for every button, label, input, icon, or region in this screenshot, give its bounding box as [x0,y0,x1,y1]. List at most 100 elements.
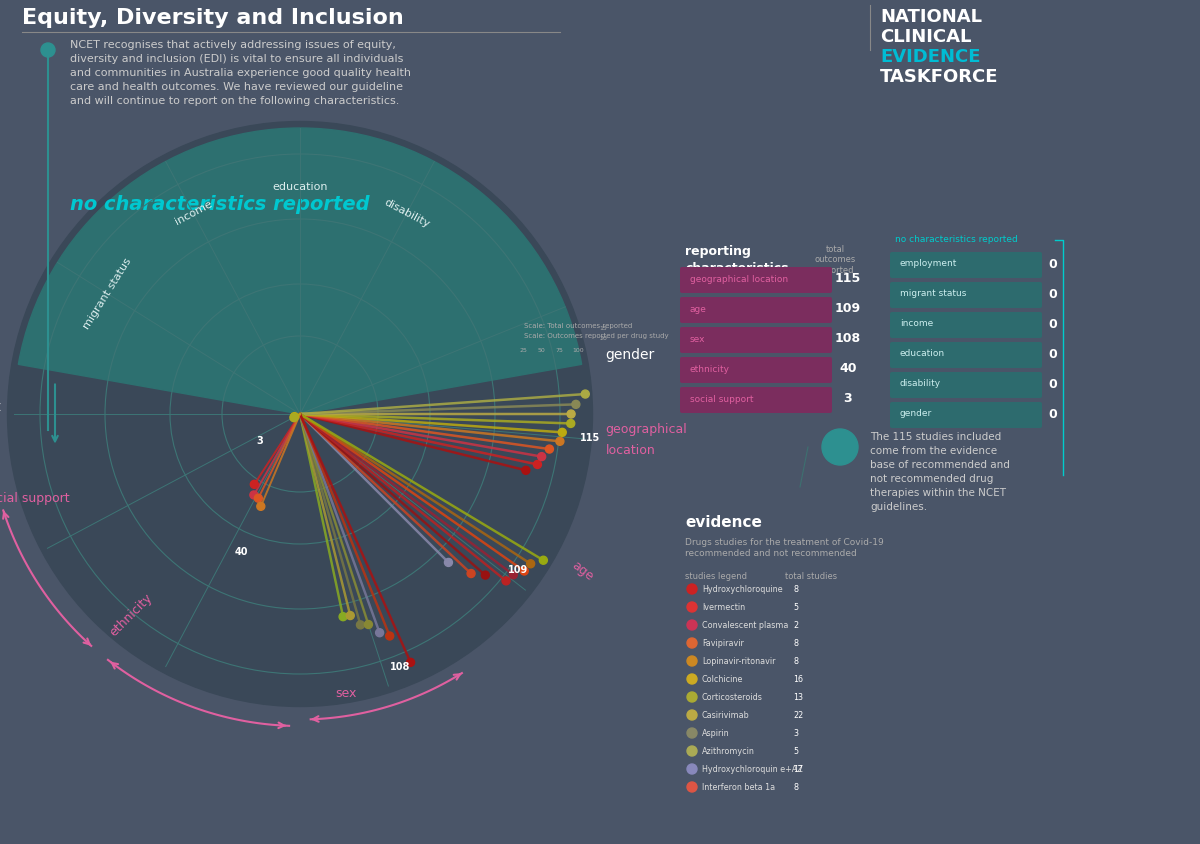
Text: 8: 8 [793,585,798,593]
Text: NATIONAL: NATIONAL [880,8,982,26]
Circle shape [509,456,517,463]
Text: 0: 0 [1049,377,1057,391]
Circle shape [440,554,448,562]
Text: gender: gender [900,409,932,419]
Text: 0: 0 [1049,408,1057,420]
Text: 109: 109 [835,302,862,316]
FancyBboxPatch shape [890,252,1042,278]
Wedge shape [127,239,473,383]
Text: 13: 13 [793,692,803,701]
Text: total
outcomes
reported: total outcomes reported [815,245,856,275]
Text: 8: 8 [793,639,798,647]
Circle shape [388,638,396,646]
Circle shape [246,487,254,495]
Text: total studies: total studies [785,572,838,581]
Text: 100: 100 [572,348,584,353]
Text: 40: 40 [235,547,248,557]
Circle shape [538,444,545,452]
Text: Casirivimab: Casirivimab [702,711,750,719]
Text: income: income [900,320,934,328]
Text: sex: sex [335,687,356,700]
Circle shape [256,505,264,513]
Circle shape [686,656,697,666]
Text: 25: 25 [520,348,528,353]
Text: 22: 22 [793,711,803,719]
Text: sex: sex [690,334,706,344]
Text: income: income [173,199,214,227]
FancyBboxPatch shape [890,312,1042,338]
Circle shape [589,400,596,408]
Circle shape [253,497,262,505]
Text: Hydroxychloroquin e+AZ: Hydroxychloroquin e+AZ [702,765,803,773]
Text: 0: 0 [1049,288,1057,300]
Text: The 115 studies included
come from the evidence
base of recommended and
not reco: The 115 studies included come from the e… [870,432,1010,512]
Circle shape [248,494,257,501]
Text: Azithromycin: Azithromycin [702,746,755,755]
Wedge shape [127,239,473,414]
Text: age: age [569,559,595,583]
Text: 0: 0 [1049,257,1057,270]
Circle shape [686,584,697,594]
Text: 75: 75 [556,348,564,353]
Text: 115: 115 [580,433,600,443]
Circle shape [379,641,388,648]
Text: 5: 5 [793,603,798,612]
Circle shape [358,625,366,633]
Text: Corticosteroids: Corticosteroids [702,692,763,701]
Circle shape [504,545,512,554]
Text: Lopinavir-ritonavir: Lopinavir-ritonavir [702,657,775,666]
Text: education: education [272,181,328,192]
Text: social support: social support [0,492,70,505]
Circle shape [290,413,299,420]
Circle shape [455,548,462,555]
Text: evidence: evidence [685,515,762,530]
Text: location: location [606,444,655,457]
Circle shape [290,413,299,421]
Circle shape [570,429,577,437]
Text: geographical location: geographical location [690,274,788,284]
Text: 108: 108 [835,333,862,345]
Text: Scale: Outcomes reported per drug study: Scale: Outcomes reported per drug study [523,333,668,338]
Circle shape [368,635,377,642]
Circle shape [686,710,697,720]
Text: 3: 3 [793,728,798,738]
Text: Aspirin: Aspirin [702,728,730,738]
Text: 2: 2 [793,620,798,630]
FancyBboxPatch shape [680,387,832,413]
Circle shape [686,602,697,612]
Text: ethnicity: ethnicity [690,365,730,374]
Text: migrant status: migrant status [900,289,966,299]
Text: Equity, Diversity and Inclusion: Equity, Diversity and Inclusion [22,8,403,28]
Text: Favipiravir: Favipiravir [702,639,744,647]
FancyBboxPatch shape [890,402,1042,428]
FancyBboxPatch shape [890,372,1042,398]
Circle shape [686,728,697,738]
Circle shape [346,608,353,616]
Circle shape [338,609,347,617]
Text: 0: 0 [1049,348,1057,360]
Text: age: age [690,305,707,313]
Text: gender: gender [606,349,655,363]
Text: Ivermectin: Ivermectin [702,603,745,612]
Text: EVIDENCE: EVIDENCE [880,48,980,66]
Circle shape [822,429,858,465]
Text: 3: 3 [844,392,852,405]
Text: social support: social support [690,394,754,403]
Text: reporting
characteristics: reporting characteristics [685,245,788,275]
Circle shape [563,438,571,446]
FancyBboxPatch shape [680,297,832,323]
Text: ethnicity: ethnicity [107,592,155,640]
Circle shape [406,655,413,663]
Text: disability: disability [383,197,431,230]
Circle shape [449,552,456,560]
Text: 15: 15 [600,326,607,331]
Text: Drugs studies for the treatment of Covid-19
recommended and not recommended: Drugs studies for the treatment of Covid… [685,538,883,558]
Circle shape [575,419,583,428]
Circle shape [520,544,528,553]
FancyBboxPatch shape [890,282,1042,308]
Circle shape [686,764,697,774]
Text: 50: 50 [538,348,546,353]
Text: studies legend: studies legend [685,572,746,581]
Text: 0: 0 [1049,317,1057,331]
Text: 108: 108 [390,663,410,673]
